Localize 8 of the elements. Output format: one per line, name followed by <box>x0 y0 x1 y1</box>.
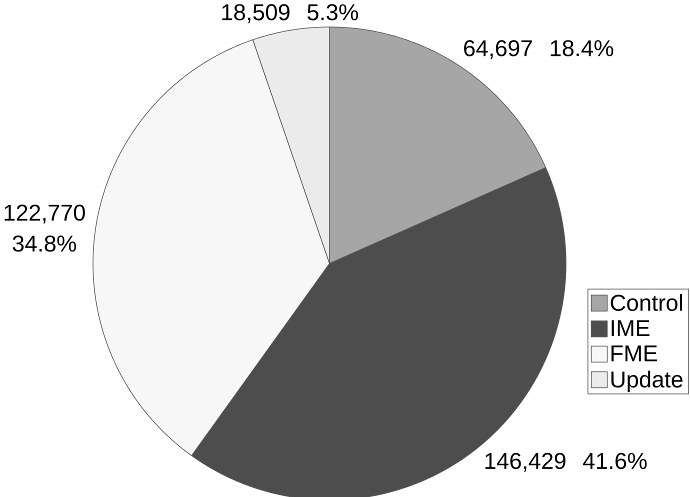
data-label: 64,697 18.4% <box>464 40 614 60</box>
data-label: 18,509 5.3% <box>222 4 358 24</box>
legend-label: IME <box>612 320 650 336</box>
legend-label: Control <box>610 294 682 311</box>
legend-label: Update <box>611 370 683 392</box>
data-label: 122,770 34.8% <box>4 204 85 252</box>
legend-label: FME <box>612 345 658 362</box>
data-label: 146,429 41.6% <box>485 452 647 472</box>
